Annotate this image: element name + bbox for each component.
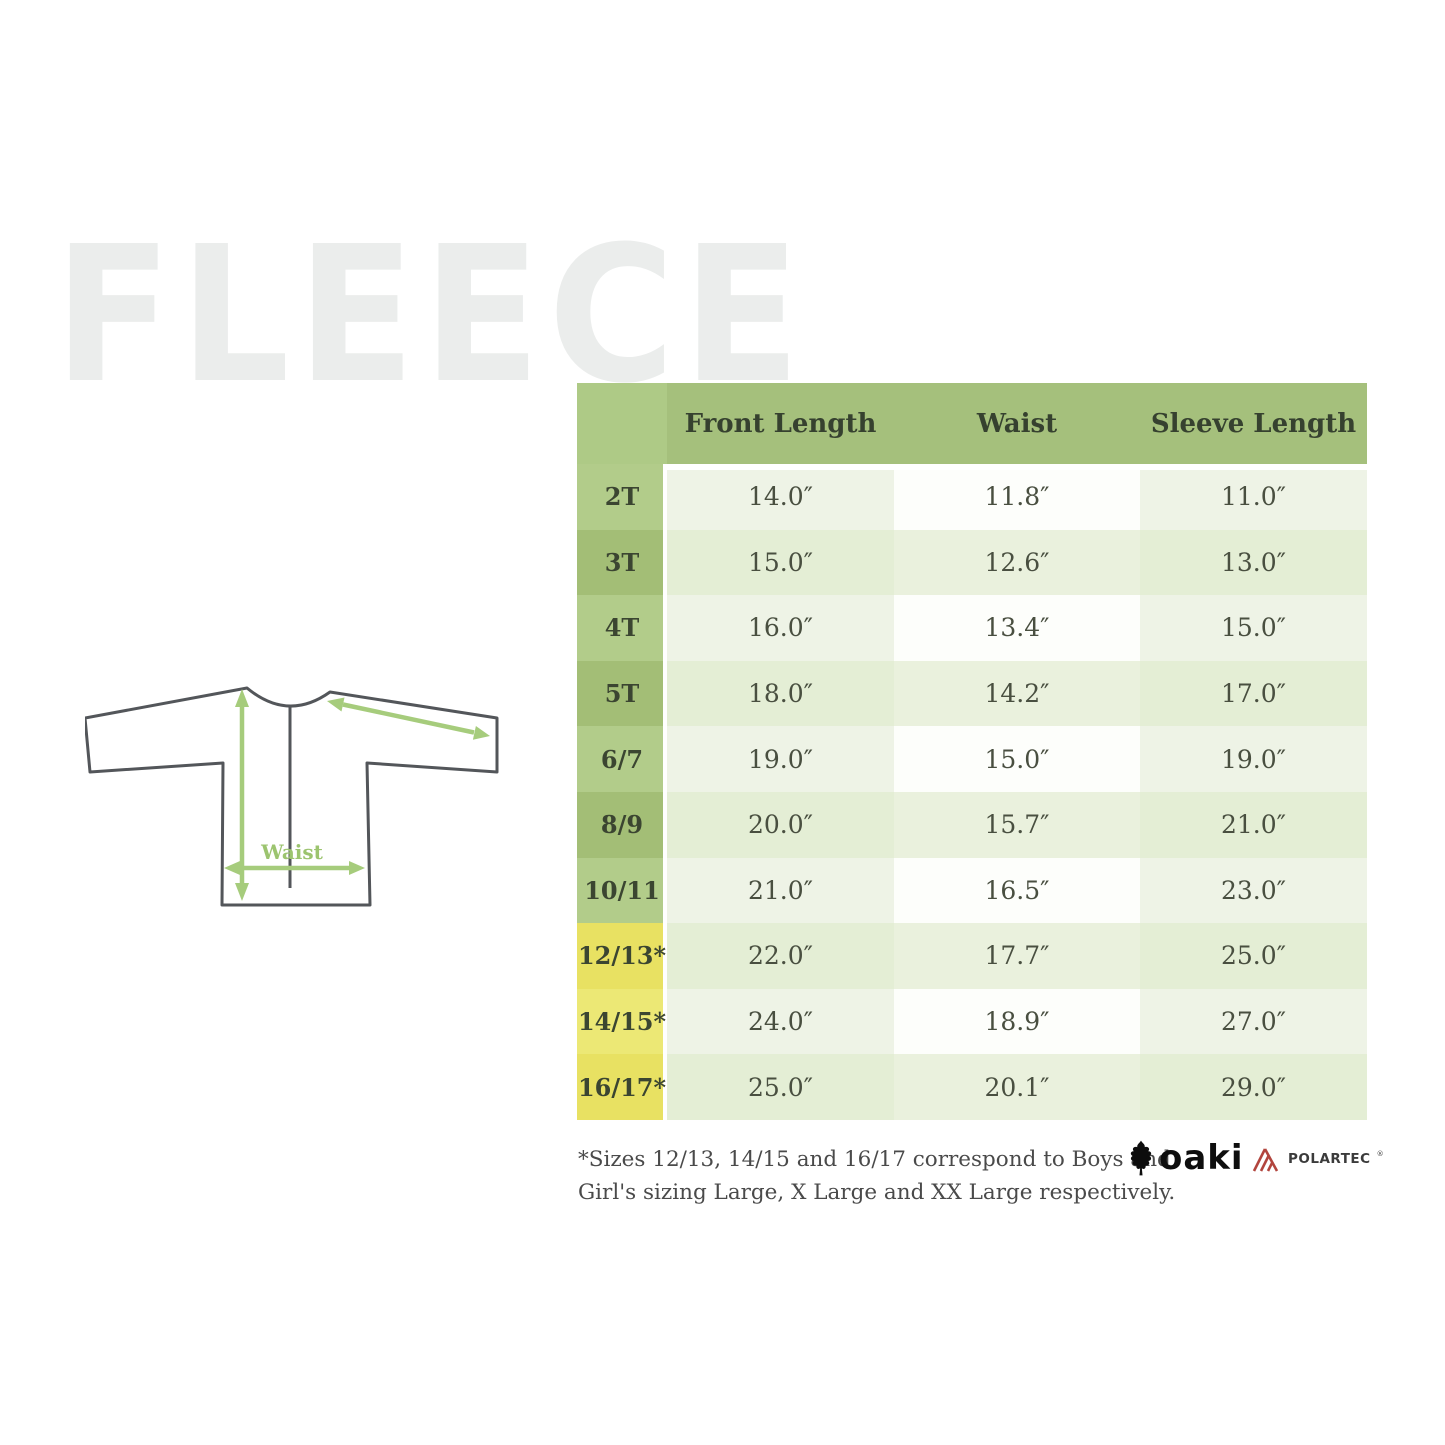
size-cell: 8/9	[577, 791, 667, 858]
sleeve-length-cell: 15.0″	[1140, 595, 1367, 661]
waist-cell: 16.5″	[894, 857, 1140, 924]
front-length-cell: 16.0″	[667, 595, 894, 661]
table-row: 16/17* 25.0″ 20.1″ 29.0″	[577, 1054, 1367, 1120]
watermark-title: FLEECE	[54, 206, 808, 425]
footnote-line-1: *Sizes 12/13, 14/15 and 16/17 correspond…	[578, 1147, 1171, 1172]
registered-trademark-icon: ®	[1376, 1150, 1384, 1158]
waist-arrow	[224, 861, 365, 875]
sleeve-length-cell: 21.0″	[1140, 791, 1367, 858]
front-length-cell: 18.0″	[667, 660, 894, 727]
size-cell: 12/13*	[577, 923, 667, 989]
front-length-cell: 24.0″	[667, 988, 894, 1055]
polartec-logo: POLARTEC ®	[1252, 1147, 1384, 1173]
size-table-body: 2T 14.0″ 11.8″ 11.0″ 3T 15.0″ 12.6″ 13.0…	[577, 464, 1367, 1120]
footnote: *Sizes 12/13, 14/15 and 16/17 correspond…	[578, 1143, 1175, 1209]
sleeve-length-cell: 23.0″	[1140, 857, 1367, 924]
table-row: 12/13* 22.0″ 17.7″ 25.0″	[577, 923, 1367, 989]
table-row: 14/15* 24.0″ 18.9″ 27.0″	[577, 988, 1367, 1055]
sleeve-length-arrow	[327, 697, 490, 740]
sleeve-length-cell: 27.0″	[1140, 988, 1367, 1055]
oak-leaf-icon	[1130, 1140, 1152, 1176]
front-length-cell: 15.0″	[667, 529, 894, 596]
table-row: 2T 14.0″ 11.8″ 11.0″	[577, 464, 1367, 530]
front-length-arrow	[235, 689, 249, 901]
waist-cell: 11.8″	[894, 464, 1140, 530]
front-length-cell: 20.0″	[667, 791, 894, 858]
front-length-cell: 21.0″	[667, 857, 894, 924]
size-cell: 6/7	[577, 726, 667, 792]
waist-cell: 20.1″	[894, 1054, 1140, 1120]
waist-measure-label: Waist	[260, 840, 324, 864]
oaki-logo: oaki	[1128, 1140, 1244, 1176]
front-length-cell: 19.0″	[667, 726, 894, 792]
sleeve-length-cell: 13.0″	[1140, 529, 1367, 596]
footnote-line-2: Girl's sizing Large, X Large and XX Larg…	[578, 1180, 1176, 1205]
waist-cell: 12.6″	[894, 529, 1140, 596]
waist-cell: 15.0″	[894, 726, 1140, 792]
table-row: 8/9 20.0″ 15.7″ 21.0″	[577, 791, 1367, 858]
table-row: 5T 18.0″ 14.2″ 17.0″	[577, 660, 1367, 727]
front-length-cell: 22.0″	[667, 923, 894, 989]
column-header-front-length: Front Length	[684, 408, 877, 439]
size-cell: 5T	[577, 660, 667, 727]
waist-cell: 18.9″	[894, 988, 1140, 1055]
waist-cell: 17.7″	[894, 923, 1140, 989]
table-row: 4T 16.0″ 13.4″ 15.0″	[577, 595, 1367, 661]
size-cell: 4T	[577, 595, 667, 661]
size-table-header: Front Length Waist Sleeve Length	[577, 383, 1367, 464]
polartec-triangle-icon	[1252, 1148, 1279, 1172]
waist-cell: 15.7″	[894, 791, 1140, 858]
size-cell: 2T	[577, 464, 667, 530]
header-corner-cell	[577, 383, 667, 464]
sleeve-length-cell: 25.0″	[1140, 923, 1367, 989]
column-header-waist: Waist	[976, 408, 1058, 439]
table-row: 6/7 19.0″ 15.0″ 19.0″	[577, 726, 1367, 792]
sleeve-length-cell: 19.0″	[1140, 726, 1367, 792]
front-length-cell: 14.0″	[667, 464, 894, 530]
size-cell: 10/11	[577, 857, 667, 924]
jacket-outline	[85, 686, 499, 907]
polartec-wordmark: POLARTEC	[1288, 1151, 1371, 1167]
column-header-sleeve-length: Sleeve Length	[1150, 408, 1357, 439]
oaki-wordmark: oaki	[1159, 1138, 1244, 1178]
sleeve-length-cell: 29.0″	[1140, 1054, 1367, 1120]
jacket-measurement-diagram: Waist	[85, 686, 499, 907]
front-length-cell: 25.0″	[667, 1054, 894, 1120]
size-cell: 3T	[577, 529, 667, 596]
waist-cell: 13.4″	[894, 595, 1140, 661]
table-row: 10/11 21.0″ 16.5″ 23.0″	[577, 857, 1367, 924]
sleeve-length-cell: 11.0″	[1140, 464, 1367, 530]
sleeve-length-cell: 17.0″	[1140, 660, 1367, 727]
waist-cell: 14.2″	[894, 660, 1140, 727]
size-cell: 16/17*	[577, 1054, 667, 1120]
size-cell: 14/15*	[577, 988, 667, 1055]
size-table: Front Length Waist Sleeve Length 2T 14.0…	[577, 383, 1367, 1120]
table-row: 3T 15.0″ 12.6″ 13.0″	[577, 529, 1367, 596]
